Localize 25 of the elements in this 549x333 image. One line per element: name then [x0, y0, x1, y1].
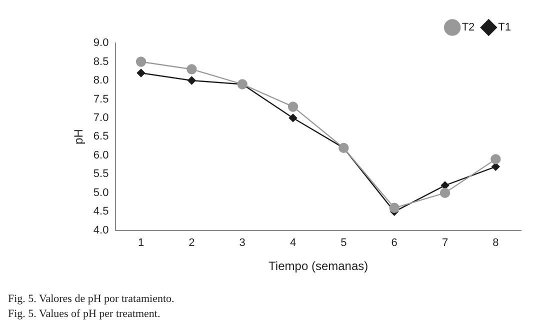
y-tick-label: 6.0 — [93, 149, 109, 162]
legend-label: T1 — [498, 22, 512, 34]
y-tick-label: 4.0 — [93, 224, 109, 236]
legend-label: T2 — [462, 22, 475, 34]
caption: Fig. 5. Values of pH per treatment. — [8, 307, 162, 322]
x-tick-label: 6 — [391, 237, 398, 250]
x-tick-label: 7 — [442, 237, 448, 250]
x-axis-title: Tiempo (semanas) — [268, 259, 368, 274]
y-tick-label: 8.0 — [93, 74, 109, 87]
x-tick-label: 1 — [138, 237, 144, 250]
y-tick-label: 4.5 — [93, 206, 109, 218]
y-tick-label: 9.0 — [93, 37, 109, 50]
y-tick-label: 7.0 — [93, 112, 109, 124]
y-axis-title: pH — [72, 129, 86, 144]
x-tick-label: 5 — [340, 237, 347, 250]
x-tick-label: 4 — [290, 237, 296, 250]
y-tick-label: 8.5 — [93, 56, 109, 68]
y-tick-label: 7.5 — [93, 93, 109, 106]
x-tick-label: 2 — [188, 237, 195, 250]
y-tick-label: 5.0 — [93, 186, 109, 199]
caption: Fig. 5. Valores de pH por tratamiento. — [8, 292, 176, 307]
y-tick-label: 6.5 — [93, 130, 109, 143]
y-tick-label: 5.5 — [93, 168, 109, 180]
x-tick-label: 8 — [492, 237, 499, 250]
x-tick-label: 3 — [239, 237, 246, 250]
